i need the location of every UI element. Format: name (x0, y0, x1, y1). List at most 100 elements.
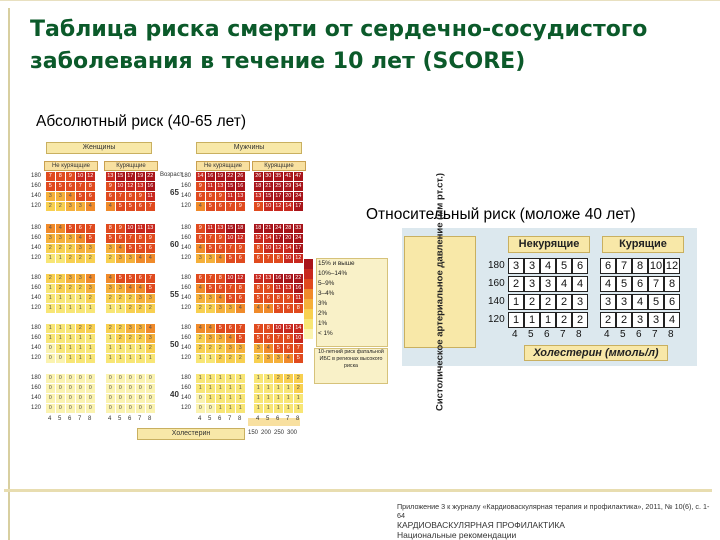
risk-cell: 11 (274, 284, 283, 293)
risk-cell: 19 (136, 172, 145, 181)
risk-cell: 2 (56, 284, 65, 293)
rel-risk-cell: 1 (540, 312, 556, 328)
bp-row-label: 120 (181, 355, 192, 361)
risk-cell: 0 (76, 384, 85, 393)
risk-cell: 6 (116, 234, 125, 243)
risk-cell: 34 (294, 182, 303, 191)
risk-cell: 8 (236, 284, 245, 293)
cholesterol-label: Холестерин (137, 428, 245, 440)
risk-cell: 19 (216, 172, 225, 181)
risk-cell: 1 (216, 374, 225, 383)
risk-cell: 1 (254, 404, 263, 413)
risk-cell: 9 (236, 244, 245, 253)
risk-cell: 24 (294, 234, 303, 243)
footer-divider (4, 489, 712, 492)
rel-risk-cell: 3 (632, 312, 648, 328)
risk-cell: 5 (116, 274, 125, 283)
rel-risk-cell: 2 (540, 294, 556, 310)
risk-cell: 1 (56, 254, 65, 263)
rel-risk-cell: 5 (616, 276, 632, 292)
rel-risk-cell: 8 (664, 276, 680, 292)
risk-cell: 2 (206, 304, 215, 313)
risk-cell: 3 (56, 234, 65, 243)
risk-cell: 5 (294, 354, 303, 363)
risk-cell: 12 (274, 244, 283, 253)
risk-cell: 10 (126, 224, 135, 233)
risk-cell: 5 (66, 224, 75, 233)
risk-cell: 9 (116, 224, 125, 233)
risk-cell: 0 (66, 384, 75, 393)
risk-cell: 9 (196, 182, 205, 191)
risk-cell: 9 (254, 202, 263, 211)
risk-cell: 1 (264, 374, 273, 383)
risk-cell: 5 (236, 334, 245, 343)
chol-tick: 5 (266, 416, 270, 422)
rel-risk-cell: 6 (572, 258, 588, 274)
risk-cell: 3 (76, 202, 85, 211)
risk-cell: 13 (216, 224, 225, 233)
risk-cell: 7 (236, 324, 245, 333)
risk-cell: 19 (284, 274, 293, 283)
risk-cell: 8 (126, 192, 135, 201)
risk-cell: 13 (106, 172, 115, 181)
risk-cell: 1 (216, 384, 225, 393)
bp-row-label: 140 (181, 295, 192, 301)
rel-risk-cell: 2 (508, 276, 524, 292)
chol-tick: 5 (208, 416, 212, 422)
risk-cell: 22 (294, 274, 303, 283)
risk-cell: 3 (206, 334, 215, 343)
rel-risk-cell: 8 (632, 258, 648, 274)
risk-cell: 6 (216, 244, 225, 253)
risk-cell: 0 (126, 404, 135, 413)
risk-cell: 6 (264, 334, 273, 343)
risk-cell: 2 (56, 274, 65, 283)
legend-swatch (304, 329, 313, 339)
chol-mg-tick: 300 (287, 430, 298, 436)
bp-row-label: 140 (31, 345, 42, 351)
risk-cell: 5 (254, 334, 263, 343)
risk-cell: 1 (146, 354, 155, 363)
risk-cell: 13 (264, 274, 273, 283)
risk-cell: 10 (226, 234, 235, 243)
risk-cell: 16 (294, 284, 303, 293)
risk-cell: 5 (76, 192, 85, 201)
risk-cell: 3 (126, 254, 135, 263)
risk-cell: 17 (274, 234, 283, 243)
risk-cell: 8 (216, 274, 225, 283)
bp-row-label: 160 (31, 183, 42, 189)
risk-cell: 1 (126, 344, 135, 353)
risk-cell: 0 (46, 344, 55, 353)
risk-cell: 12 (254, 234, 263, 243)
risk-cell: 1 (284, 394, 293, 403)
legend-label: 1% (318, 320, 328, 327)
risk-cell: 12 (126, 182, 135, 191)
risk-cell: 1 (206, 394, 215, 403)
bp-row-label: 120 (181, 405, 192, 411)
risk-cell: 10 (226, 274, 235, 283)
risk-cell: 1 (76, 304, 85, 313)
legend-swatch (304, 269, 313, 279)
risk-cell: 3 (264, 354, 273, 363)
risk-cell: 3 (46, 192, 55, 201)
risk-cell: 1 (264, 394, 273, 403)
chol-tick: 8 (88, 416, 92, 422)
risk-cell: 1 (196, 374, 205, 383)
risk-cell: 0 (206, 404, 215, 413)
risk-cell: 9 (236, 202, 245, 211)
risk-cell: 2 (226, 354, 235, 363)
bp-row-label: 120 (31, 203, 42, 209)
bp-row-label: 160 (31, 335, 42, 341)
risk-cell: 1 (254, 384, 263, 393)
footer-title: КАРДИОВАСКУЛЯРНАЯ ПРОФИЛАКТИКА (397, 520, 565, 531)
rel-risk-cell: 6 (600, 258, 616, 274)
risk-cell: 2 (46, 244, 55, 253)
rel-risk-cell: 2 (556, 312, 572, 328)
risk-cell: 13 (216, 182, 225, 191)
risk-cell: 2 (66, 284, 75, 293)
slide-title: Таблица риска смерти от сердечно-сосудис… (30, 17, 648, 74)
risk-cell: 1 (264, 384, 273, 393)
risk-cell: 2 (116, 334, 125, 343)
risk-cell: 1 (66, 344, 75, 353)
risk-cell: 3 (126, 324, 135, 333)
risk-cell: 8 (136, 234, 145, 243)
